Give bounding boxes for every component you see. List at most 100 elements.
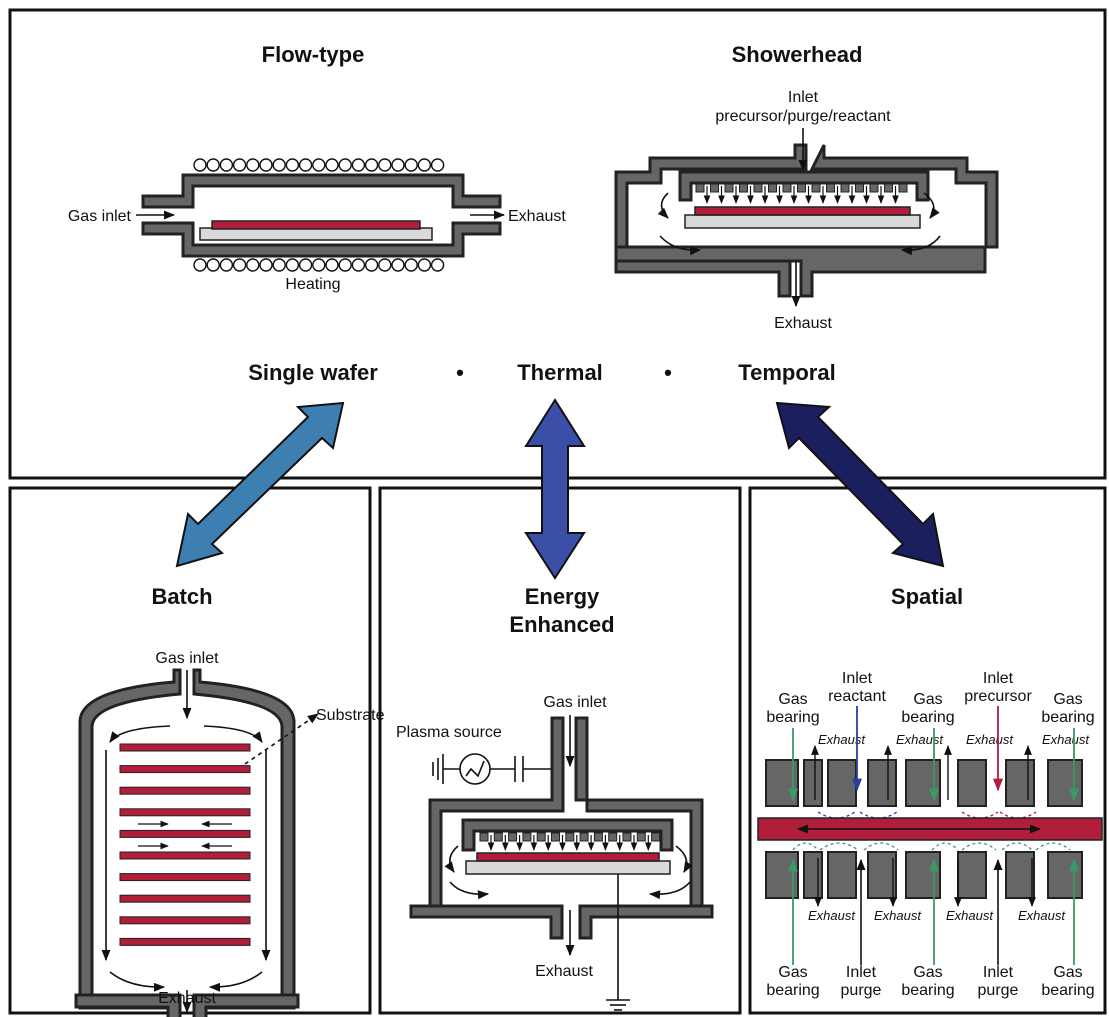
batch-wafer <box>119 916 251 925</box>
batch-wafer <box>119 808 251 817</box>
mode-separator-1: • <box>456 360 464 385</box>
spatial-inlet-purge-1-b: purge <box>841 982 882 999</box>
showerhead-wafer <box>694 206 911 216</box>
spatial-reactor: Spatial Gas bearing Inlet reactant Gas b… <box>757 584 1103 999</box>
heating-coil-turn <box>298 258 313 272</box>
showerhead-hole <box>826 183 835 193</box>
heating-coil-top <box>193 158 445 172</box>
spatial-bottom-flow <box>961 842 997 851</box>
energy-exhaust-label: Exhaust <box>535 963 593 980</box>
heating-coil-turn <box>391 258 405 272</box>
spatial-bottom-flow <box>792 842 819 851</box>
heating-coil-turn <box>193 258 207 272</box>
energy-showerhead-plate <box>461 818 674 852</box>
spatial-bottom-block <box>827 851 857 899</box>
energy-flow-bottom-left <box>449 881 490 900</box>
heating-coil-turn <box>404 158 418 172</box>
heating-coil-turn <box>259 258 273 272</box>
spatial-top-exhaust-label: Exhaust <box>966 732 1014 747</box>
heating-coil-turn <box>417 158 432 172</box>
mode-single-wafer: Single wafer <box>248 360 378 385</box>
spatial-bottom-flow <box>1035 842 1071 851</box>
spatial-inlet-purge-1-a: Inlet <box>846 964 877 981</box>
spatial-top-block <box>1005 759 1035 807</box>
spatial-bottom-gas-bearing-2-a: Gas <box>913 964 942 981</box>
temporal-to-spatial-arrow <box>775 401 945 568</box>
heating-coil-bottom <box>193 258 445 272</box>
showerhead-hole <box>710 183 719 193</box>
energy-showerhead-hole <box>551 832 560 842</box>
energy-substrate-holder <box>465 860 671 875</box>
showerhead-flow-left <box>657 192 669 219</box>
energy-showerhead-hole <box>522 832 532 842</box>
heating-coil-turn <box>298 158 313 172</box>
showerhead-hole <box>869 183 879 193</box>
energy-plasma-source-label: Plasma source <box>396 724 502 741</box>
heating-coil-turn <box>364 258 379 272</box>
ground-icon <box>606 874 630 1011</box>
single-wafer-to-batch-arrow <box>175 401 345 568</box>
batch-wafer <box>119 851 251 860</box>
heating-coil-turn <box>312 158 326 172</box>
showerhead-chamber-left <box>614 143 808 249</box>
heating-coil-turn <box>206 158 220 172</box>
heating-coil-turn <box>285 158 300 172</box>
heating-coil-turn <box>219 258 234 272</box>
heating-coil-turn <box>193 158 207 172</box>
batch-wafer <box>119 743 251 752</box>
spatial-bottom-block <box>957 851 987 899</box>
thermal-to-energy-arrow <box>524 398 586 580</box>
batch-substrate-pointer <box>244 713 319 765</box>
heating-coil-turn <box>364 158 379 172</box>
showerhead-inner-plate <box>678 170 930 202</box>
showerhead-hole <box>855 183 864 193</box>
showerhead-hole <box>695 183 705 193</box>
energy-showerhead-holes <box>479 832 661 851</box>
heating-coil-turn <box>272 158 286 172</box>
heating-coil-turn <box>351 158 366 172</box>
energy-chamber-left <box>428 716 565 908</box>
spatial-top-exhaust-label: Exhaust <box>896 732 944 747</box>
spatial-inlet-reactant-a: Inlet <box>842 670 873 687</box>
showerhead-hole <box>782 183 792 193</box>
showerhead-chamber-right <box>809 144 999 249</box>
batch-gas-inlet-label: Gas inlet <box>155 650 219 667</box>
heating-coil-turn <box>206 258 220 272</box>
batch-wafer <box>119 829 251 838</box>
heating-coil-turn <box>338 258 352 272</box>
showerhead-hole <box>884 183 893 193</box>
spatial-top-block <box>827 759 857 807</box>
spatial-top-gas-bearing-1-a: Gas <box>778 691 807 708</box>
spatial-bottom-exhaust-label: Exhaust <box>808 908 856 923</box>
spatial-bottom-flow <box>931 842 959 851</box>
energy-showerhead-hole <box>479 832 489 842</box>
showerhead-hole <box>753 183 763 193</box>
spatial-top-flow <box>999 811 1037 819</box>
energy-showerhead-hole <box>508 832 518 842</box>
spatial-top-gas-bearing-3-b: bearing <box>1041 709 1094 726</box>
batch-wafer <box>119 873 251 882</box>
energy-showerhead-hole <box>493 832 503 842</box>
showerhead-chamber-base-left <box>614 259 792 298</box>
spatial-inlet-purge-2-a: Inlet <box>983 964 1014 981</box>
spatial-top-gas-bearing-1-b: bearing <box>766 709 819 726</box>
batch-wafer <box>119 765 251 774</box>
heating-coil-turn <box>232 158 247 172</box>
energy-showerhead-hole <box>593 832 603 842</box>
spatial-bottom-exhaust-label: Exhaust <box>1018 908 1066 923</box>
heating-coil-turn <box>285 258 300 272</box>
energy-showerhead-hole <box>536 832 546 842</box>
showerhead-title: Showerhead <box>732 42 863 67</box>
plasma-source-circuit <box>432 753 551 785</box>
spatial-bottom-flow <box>819 842 859 851</box>
flow-heating-label: Heating <box>285 276 340 293</box>
heating-coil-turn <box>378 258 392 272</box>
heating-coil-turn <box>219 158 234 172</box>
spatial-bottom-exhaust-label: Exhaust <box>946 908 994 923</box>
showerhead-flow-bottom-right <box>900 235 941 256</box>
flow-substrate-holder <box>199 227 433 241</box>
spatial-bottom-block <box>867 851 897 899</box>
spatial-inlet-precursor-a: Inlet <box>983 670 1014 687</box>
energy-showerhead-hole <box>565 832 575 842</box>
